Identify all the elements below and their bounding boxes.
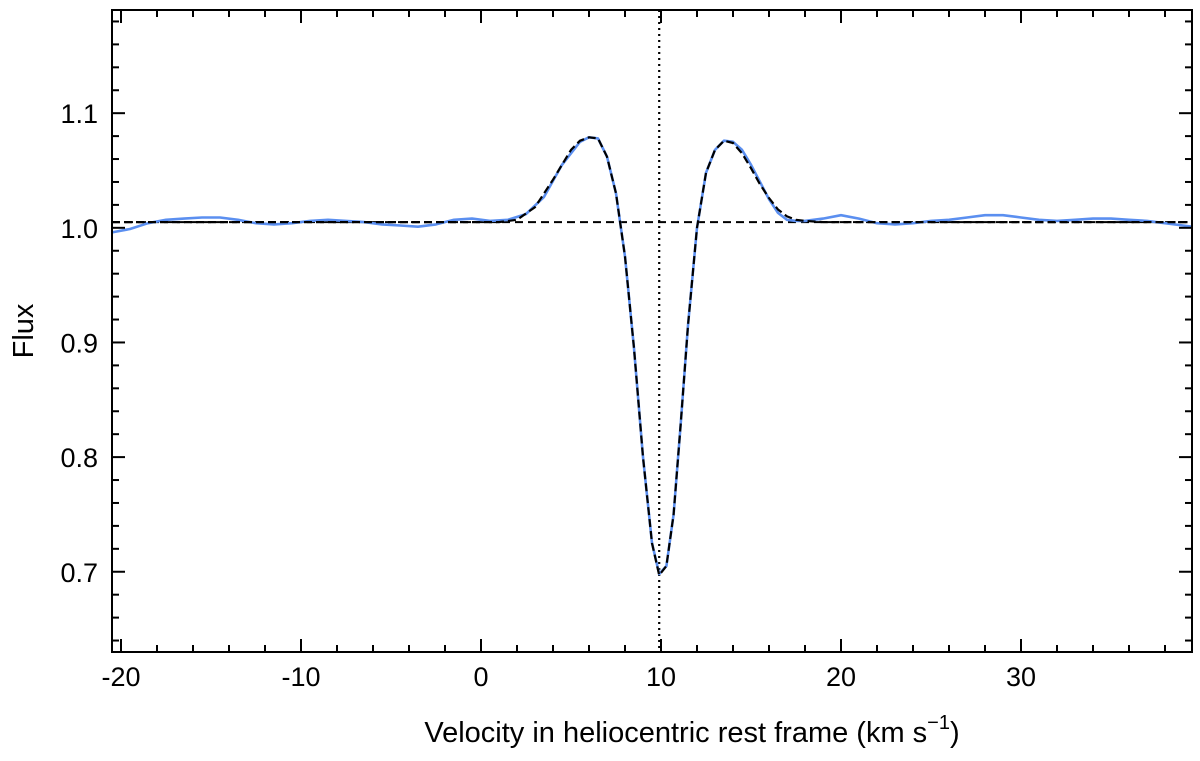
- tick-layer: [112, 10, 1192, 652]
- x-tick-label: 10: [646, 662, 676, 692]
- y-tick-label: 1.0: [60, 214, 98, 244]
- x-tick-label: 0: [473, 662, 488, 692]
- plot-frame: [111, 9, 1193, 653]
- x-tick-label: 30: [1006, 662, 1036, 692]
- plot-layer: [112, 10, 1192, 652]
- y-tick-label: 0.8: [60, 443, 98, 473]
- y-axis-label: Flux: [8, 303, 40, 358]
- x-tick-label: -20: [101, 662, 140, 692]
- x-axis-label-superscript: −1: [927, 712, 950, 734]
- x-axis-label-close: ): [950, 717, 960, 749]
- curves-group: [112, 10, 1192, 652]
- model-fit-line: [112, 136, 1192, 577]
- tick-label-layer: -20 -10 0 10 20 30 0.7 0.8 0.9 1.0 1.1: [60, 99, 1036, 692]
- x-tick-label: 20: [826, 662, 856, 692]
- x-tick-label: -10: [281, 662, 320, 692]
- y-tick-label: 1.1: [60, 99, 98, 129]
- x-axis-label: Velocity in heliocentric rest frame (km …: [424, 712, 959, 749]
- observed-spectrum-line: [112, 136, 1192, 576]
- y-tick-label: 0.9: [60, 328, 98, 358]
- y-tick-label: 0.7: [60, 558, 98, 588]
